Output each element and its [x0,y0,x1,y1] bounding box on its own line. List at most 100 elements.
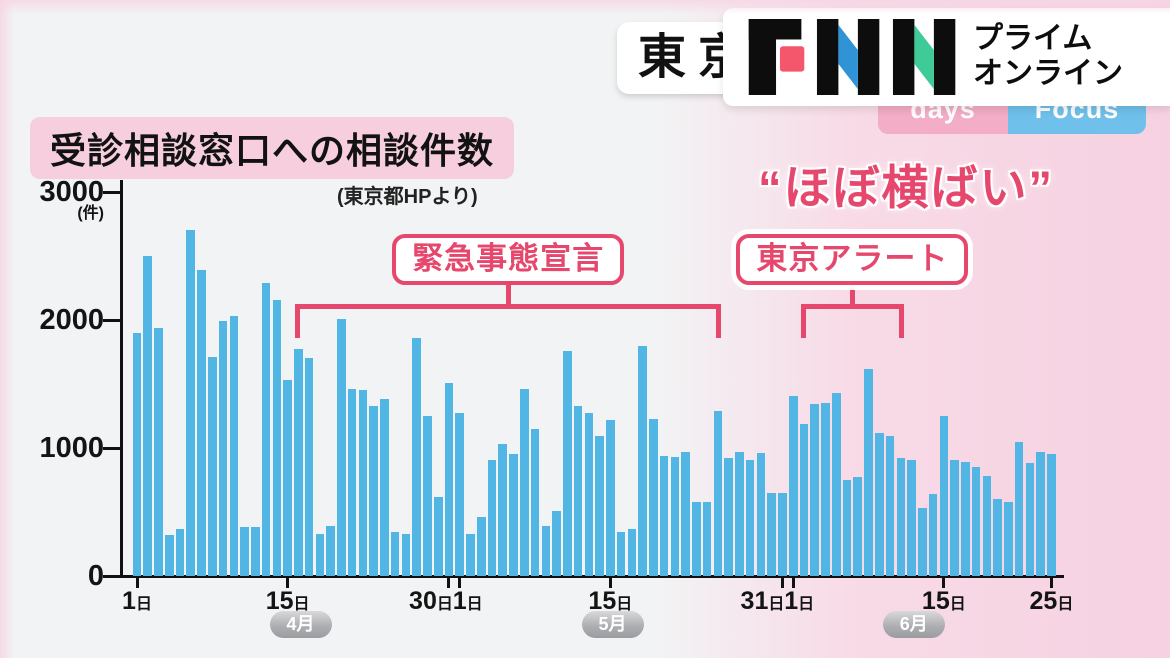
annotation-bracket-tick [898,304,904,338]
bar [563,350,572,576]
x-tick-label: 31日 [740,587,785,615]
bar [218,321,228,576]
x-tick-label: 30日 [409,587,453,615]
bar [971,467,981,576]
bar [229,316,239,576]
bar [864,368,873,576]
y-axis-line [120,180,123,578]
bar [401,533,411,576]
bar [885,436,895,576]
x-tick-label: 1日 [784,587,815,615]
bar [519,389,529,576]
bar [455,413,465,576]
x-tick-mark [791,577,795,588]
bar [595,436,604,576]
bar [175,528,185,576]
y-tick-label: 1000 [39,432,104,464]
bar [928,494,938,576]
bar [552,510,561,576]
bar [304,358,314,576]
annotation-bracket-tick [800,304,806,338]
bar [186,230,196,576]
bar [1047,454,1056,576]
bar [1014,441,1024,576]
bar [487,459,497,576]
fnn-tagline-line2: オンライン [973,57,1123,90]
bar [982,476,992,576]
bar [961,462,970,576]
y-tick-mark [103,574,120,578]
bar [724,458,733,576]
annotation-bracket-stem [505,282,511,309]
bar [530,428,540,576]
bar [433,496,443,576]
x-tick-mark [286,577,290,588]
annotation-bracket-tick [295,304,301,338]
fnn-logo-icon [748,19,956,95]
x-tick-label: 25日 [1029,587,1074,615]
fnn-tagline-line1: プライム [973,22,1093,55]
month-badge: 4月 [269,611,332,638]
bar [154,327,163,576]
bar [950,459,959,576]
bar [358,390,368,576]
fnn-logo-panel[interactable]: プライム オンライン [723,8,1170,106]
trend-callout: “ほぼ横ばい” [758,161,1054,214]
x-tick-mark [458,577,462,588]
source-note: (東京都HPより) [337,186,478,208]
bar [369,405,378,576]
bar [541,526,551,576]
bar [390,532,400,576]
month-badge: 6月 [882,611,945,638]
bar [272,299,282,576]
bar [767,492,777,576]
bar [939,416,949,576]
y-tick-mark [103,318,120,322]
bar [735,451,744,576]
bar [627,528,637,576]
x-tick-mark [135,577,139,588]
bar [294,349,303,576]
x-tick-mark [447,577,451,588]
bar [444,382,454,576]
x-tick-label: 15日 [588,587,633,615]
bar [132,332,142,576]
bar [498,444,508,576]
x-tick-label: 1日 [122,587,152,615]
y-tick-mark [103,446,120,450]
month-badge: 5月 [581,611,644,638]
bar [208,357,217,576]
y-tick-label: 0 [87,560,104,592]
bar [251,526,260,576]
bar [842,480,852,576]
bar [337,318,346,576]
bar [638,345,647,576]
bar [143,256,153,576]
y-tick-label: 3000 [39,176,104,208]
bar [412,337,421,576]
bar [616,532,626,576]
x-axis-line [120,575,1064,578]
fnn-tagline: プライム オンライン [973,21,1123,91]
y-tick-label: 2000 [39,304,104,336]
y-tick-mark [103,190,120,194]
x-tick-label: 1日 [452,587,483,615]
x-tick-label: 15日 [265,587,310,615]
bar [993,499,1002,576]
bar [778,492,787,576]
bar [380,399,389,576]
bar [702,501,712,576]
bar [1036,451,1045,576]
bar [261,282,271,576]
bar [326,526,335,576]
bar [466,533,475,576]
bar [896,458,906,576]
bar [649,418,658,576]
bar [821,403,830,576]
bar [1025,463,1035,576]
bar [423,416,432,576]
annotation-label: 東京アラート [736,234,969,285]
y-axis-unit: (件) [77,205,104,222]
annotation-bracket-tick [715,304,721,338]
